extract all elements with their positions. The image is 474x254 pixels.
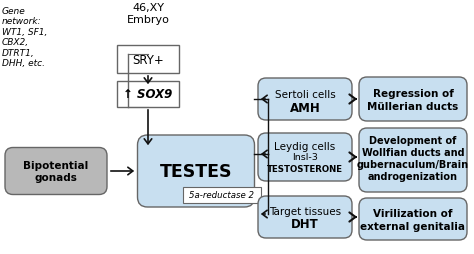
FancyBboxPatch shape — [117, 82, 179, 108]
FancyBboxPatch shape — [359, 78, 467, 121]
Text: DHT: DHT — [291, 218, 319, 231]
FancyBboxPatch shape — [183, 187, 261, 203]
Text: Regression of: Regression of — [373, 89, 454, 99]
FancyBboxPatch shape — [137, 135, 255, 207]
Text: androgenization: androgenization — [368, 171, 458, 181]
FancyBboxPatch shape — [359, 198, 467, 240]
Text: Target tissues: Target tissues — [269, 206, 341, 216]
FancyBboxPatch shape — [5, 148, 107, 195]
FancyBboxPatch shape — [258, 79, 352, 121]
Text: Müllerian ducts: Müllerian ducts — [367, 102, 459, 112]
Text: ↑ SOX9: ↑ SOX9 — [123, 88, 173, 101]
FancyBboxPatch shape — [258, 133, 352, 181]
Text: Sertoli cells: Sertoli cells — [274, 90, 336, 100]
Text: gubernaculum/Brain: gubernaculum/Brain — [357, 159, 469, 169]
Text: Virilization of: Virilization of — [373, 208, 453, 218]
Text: Gene
network:
WT1, SF1,
CBX2,
DTRT1,
DHH, etc.: Gene network: WT1, SF1, CBX2, DTRT1, DHH… — [2, 7, 47, 68]
Text: TESTES: TESTES — [160, 162, 232, 180]
Text: Wollfian ducts and: Wollfian ducts and — [362, 147, 465, 157]
Text: Bipotential
gonads: Bipotential gonads — [23, 161, 89, 182]
Text: external genitalia: external genitalia — [361, 221, 465, 231]
Text: SRY+: SRY+ — [132, 53, 164, 66]
Text: Development of: Development of — [369, 135, 456, 146]
FancyBboxPatch shape — [117, 46, 179, 74]
Text: Leydig cells: Leydig cells — [274, 141, 336, 151]
Text: AMH: AMH — [290, 101, 320, 114]
Text: TESTOSTERONE: TESTOSTERONE — [267, 164, 343, 173]
Text: Insl-3: Insl-3 — [292, 153, 318, 162]
Text: 5a-reductase 2: 5a-reductase 2 — [190, 191, 255, 200]
Text: 46,XY
Embryo: 46,XY Embryo — [127, 3, 169, 24]
FancyBboxPatch shape — [258, 196, 352, 238]
FancyBboxPatch shape — [359, 129, 467, 192]
